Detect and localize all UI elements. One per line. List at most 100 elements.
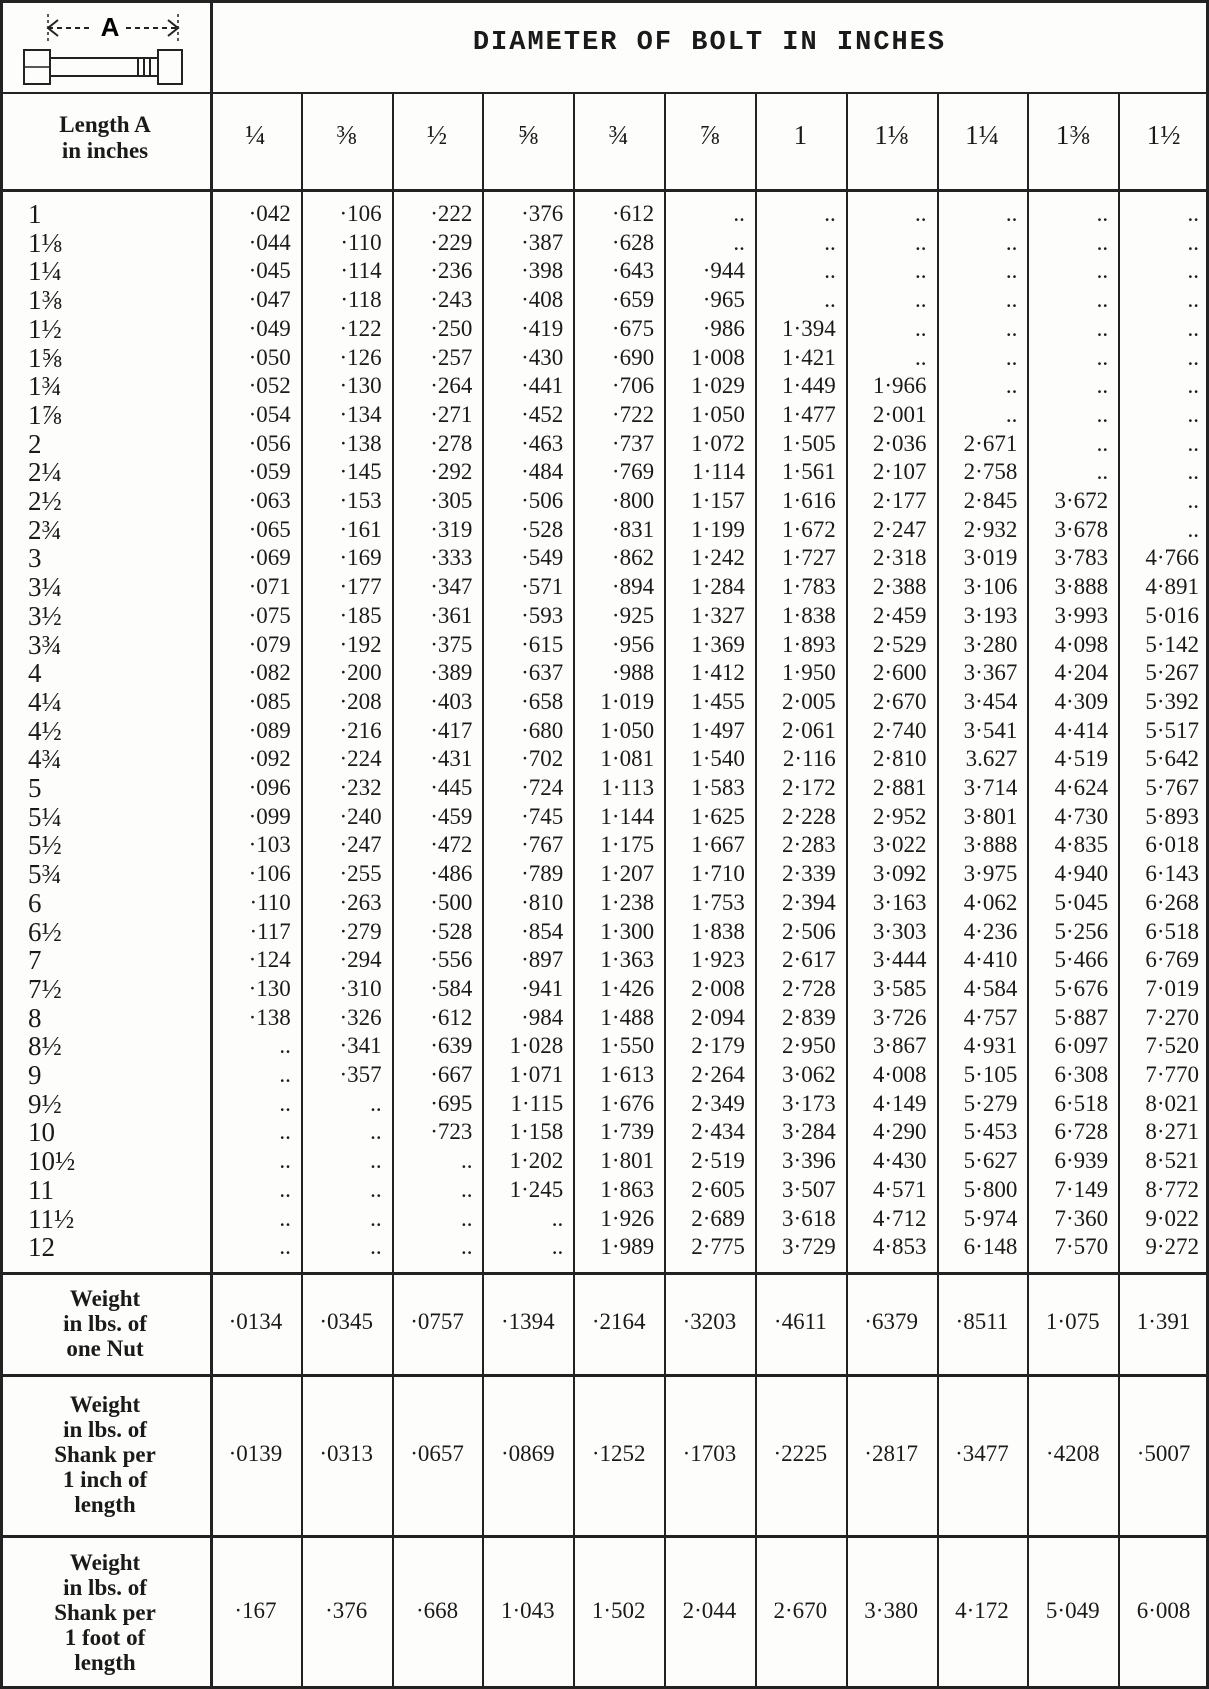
weight-cell: ·263	[339, 889, 382, 915]
weight-cell: ·463	[521, 430, 564, 456]
length-cell: 6½	[28, 916, 62, 947]
weight-cell: 1·838	[691, 918, 745, 944]
weight-cell: 6·143	[1145, 861, 1199, 887]
weight-cell: 5·016	[1145, 602, 1199, 628]
footer-value: ·3203	[682, 1309, 737, 1334]
weight-cell: ·216	[339, 717, 382, 743]
weight-cell: ·984	[521, 1004, 564, 1030]
weight-cell: ..	[279, 1033, 291, 1059]
weight-cell: ..	[370, 1119, 382, 1145]
weight-cell: 8·521	[1145, 1148, 1199, 1174]
weight-cell: 5·267	[1145, 660, 1199, 686]
footer-label: Weight	[69, 1285, 141, 1311]
weight-cell: 2·605	[691, 1176, 745, 1202]
weight-cell: ·472	[430, 832, 473, 858]
weight-cell: 2·036	[872, 430, 927, 456]
weight-cell: ·240	[339, 803, 382, 829]
weight-cell: 4·410	[963, 947, 1018, 973]
weight-cell: 1·966	[872, 373, 927, 399]
weight-cell: 5·627	[963, 1148, 1018, 1174]
footer-value: ·0657	[410, 1440, 464, 1466]
weight-cell: ·130	[339, 373, 382, 399]
weight-cell: 2·434	[691, 1119, 745, 1145]
weight-cell: 1·113	[601, 775, 655, 801]
weight-cell: ..	[1096, 201, 1109, 226]
weight-cell: 4·290	[872, 1119, 927, 1145]
weight-cell: ·484	[521, 459, 564, 485]
length-cell: 8½	[28, 1031, 62, 1062]
length-cell: 2	[28, 428, 42, 459]
weight-cell: ·658	[521, 688, 564, 714]
length-cell: 5	[28, 773, 42, 804]
weight-cell: 1·838	[782, 602, 836, 628]
diameter-header: ½	[426, 120, 448, 150]
weight-cell: ·059	[248, 459, 291, 485]
weight-cell: 7·570	[1054, 1234, 1109, 1260]
weight-cell: ·965	[702, 287, 745, 313]
footer-value: ·4611	[773, 1309, 827, 1334]
length-cell: 4½	[28, 715, 62, 746]
weight-cell: ·110	[249, 889, 291, 915]
weight-cell: ·584	[430, 975, 473, 1001]
weight-cell: 1·081	[600, 746, 655, 772]
weight-cell: 5·893	[1145, 803, 1199, 829]
weight-cell: 3·801	[963, 803, 1018, 829]
weight-cell: ·075	[248, 602, 291, 628]
footer-value: ·668	[415, 1598, 459, 1623]
weight-cell: 6·148	[963, 1234, 1018, 1260]
weight-cell: ·361	[430, 602, 473, 628]
weight-cell: ·279	[339, 918, 382, 944]
weight-cell: 5·466	[1054, 947, 1109, 973]
length-cell: 2½	[28, 486, 62, 517]
rule	[391, 92, 394, 1689]
weight-cell: 1·540	[691, 746, 745, 772]
weight-cell: ..	[1187, 401, 1199, 427]
rule	[1027, 92, 1030, 1689]
weight-cell: 3·541	[963, 717, 1018, 743]
footer-value: ·0139	[228, 1440, 283, 1466]
weight-cell: ·319	[430, 516, 473, 542]
weight-cell: 3·396	[782, 1148, 836, 1174]
weight-cell: ·122	[339, 315, 382, 341]
weight-cell: 5·517	[1145, 717, 1199, 743]
weight-cell: 2·172	[782, 775, 836, 801]
weight-cell: ..	[551, 1234, 564, 1260]
weight-cell: 4·430	[872, 1148, 927, 1174]
weight-cell: 2·506	[782, 918, 836, 944]
weight-cell: 1·300	[600, 918, 655, 944]
weight-cell: ·702	[521, 746, 564, 772]
weight-cell: 2·728	[782, 975, 836, 1001]
footer-label: one Nut	[66, 1335, 144, 1361]
weight-cell: ·250	[430, 315, 473, 341]
weight-cell: 1·245	[509, 1176, 564, 1202]
weight-cell: ..	[1005, 315, 1018, 341]
weight-cell: ·092	[248, 746, 291, 772]
weight-cell: ..	[460, 1148, 473, 1174]
weight-cell: ·894	[611, 574, 655, 600]
weight-cell: ·745	[521, 803, 564, 829]
length-cell: 1⅝	[28, 342, 62, 373]
weight-cell: 6·939	[1054, 1148, 1109, 1174]
weight-cell: ·789	[521, 861, 564, 887]
weight-cell: ·897	[521, 947, 564, 973]
footer-value: 4·172	[955, 1598, 1009, 1623]
weight-cell: 3·280	[963, 631, 1018, 657]
weight-cell: 4·584	[963, 975, 1018, 1001]
weight-cell: 3·672	[1054, 488, 1109, 514]
weight-cell: ..	[1096, 315, 1109, 341]
weight-cell: ·232	[339, 775, 382, 801]
weight-cell: 5·676	[1054, 975, 1109, 1001]
weight-cell: 1·497	[691, 717, 745, 743]
footer-value: ·2817	[864, 1440, 918, 1466]
weight-cell: ..	[1005, 401, 1018, 427]
weight-cell: ·680	[521, 717, 564, 743]
weight-cell: 5·105	[963, 1062, 1018, 1088]
weight-cell: ·431	[430, 746, 473, 772]
footer-value: 1·075	[1045, 1309, 1100, 1334]
weight-cell: 4·149	[872, 1090, 927, 1116]
weight-cell: ·161	[339, 516, 382, 542]
weight-cell: ..	[279, 1176, 291, 1202]
weight-cell: ·082	[248, 660, 291, 686]
weight-cell: ·065	[248, 516, 291, 542]
weight-cell: 3·163	[872, 889, 927, 915]
